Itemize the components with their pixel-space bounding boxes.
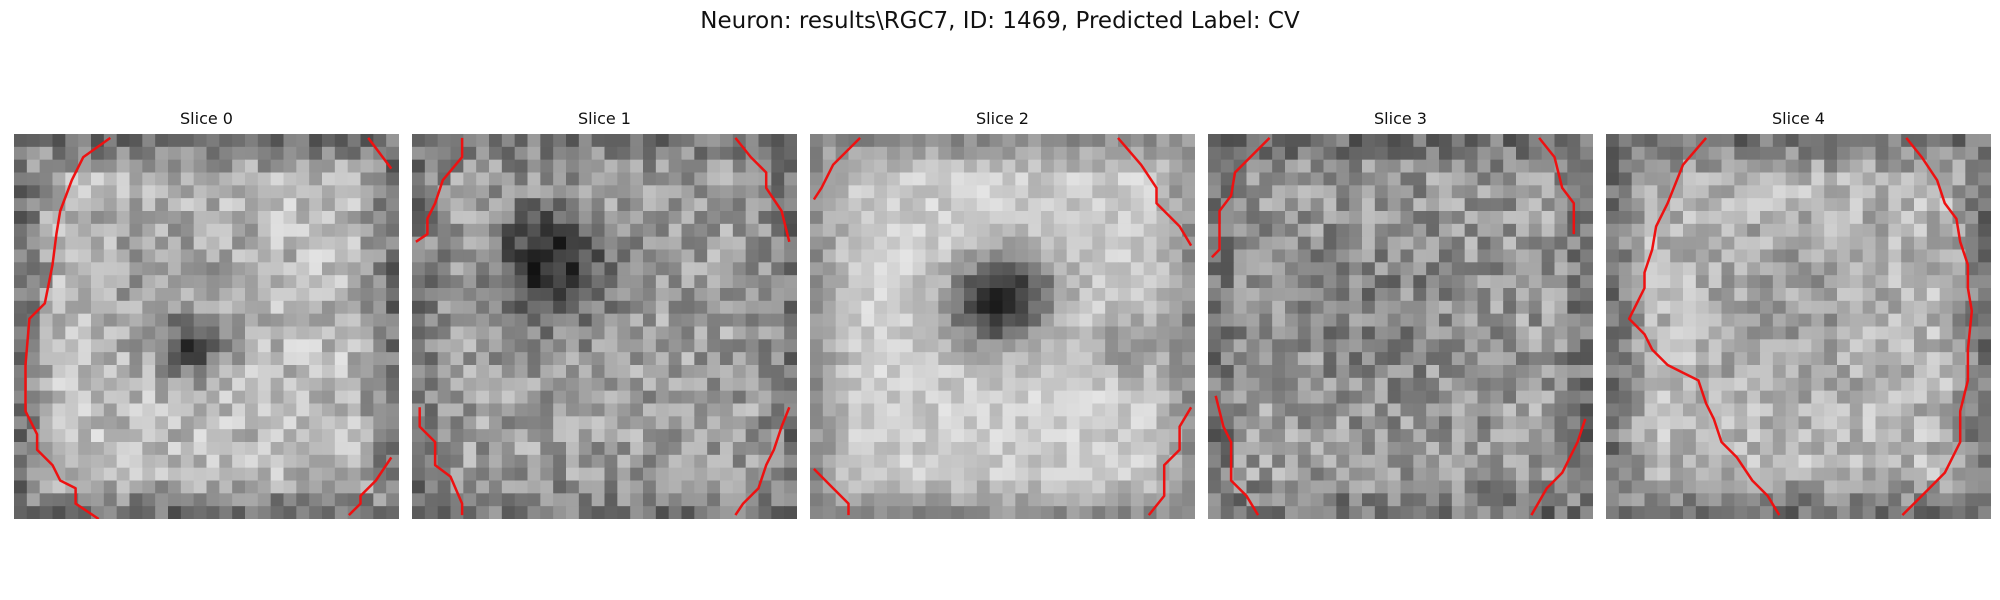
- contour-line: [734, 137, 791, 243]
- contour-line: [812, 137, 861, 201]
- pixel-grid: [810, 134, 1195, 519]
- pixel-grid: [1208, 134, 1593, 519]
- figure-title: Neuron: results\RGC7, ID: 1469, Predicte…: [700, 8, 1300, 34]
- contour-line: [1211, 137, 1271, 259]
- contour-line: [1530, 418, 1587, 516]
- contour-line: [348, 456, 393, 516]
- slice-panel-1: Slice 1: [412, 0, 797, 600]
- contour-line: [415, 137, 464, 243]
- slice-panel-2: Slice 2: [810, 0, 1195, 600]
- slice-image: [1606, 134, 1991, 519]
- slice-image: [810, 134, 1195, 519]
- contour-line: [418, 407, 464, 516]
- contour-line: [1538, 137, 1576, 235]
- pixel-grid: [14, 134, 399, 519]
- slice-panel-3: Slice 3: [1208, 0, 1593, 600]
- contour-line: [1214, 395, 1260, 516]
- contour-line: [1627, 137, 1781, 516]
- contour-line: [1147, 406, 1193, 516]
- slice-image: [14, 134, 399, 519]
- contour-line: [734, 406, 791, 516]
- slice-image: [412, 134, 797, 519]
- slice-title: Slice 0: [180, 109, 233, 128]
- contour-line: [367, 137, 393, 170]
- slice-title: Slice 1: [578, 109, 631, 128]
- slice-image: [1208, 134, 1593, 519]
- contour-line: [813, 468, 850, 516]
- contour-line: [1117, 137, 1193, 247]
- pixel-grid: [1606, 134, 1991, 519]
- slice-title: Slice 4: [1772, 109, 1825, 128]
- slice-panel-4: Slice 4: [1606, 0, 1991, 600]
- contour-line: [24, 136, 112, 519]
- slice-panel-0: Slice 0: [14, 0, 399, 600]
- slice-title: Slice 3: [1374, 109, 1427, 128]
- contour-line: [1901, 137, 1974, 516]
- slice-title: Slice 2: [976, 109, 1029, 128]
- pixel-grid: [412, 134, 797, 519]
